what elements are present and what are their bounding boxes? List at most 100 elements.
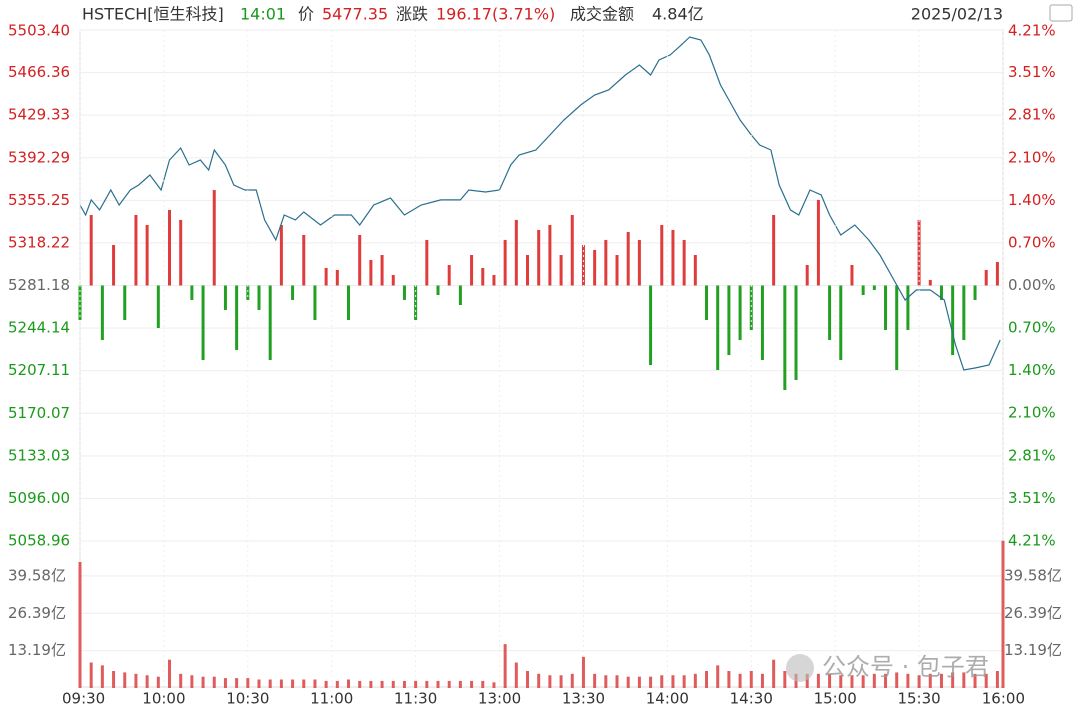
volume-bar <box>727 671 731 688</box>
change-label: 涨跌 <box>396 5 428 24</box>
volume-bar <box>861 675 865 688</box>
volume-bar <box>884 673 888 688</box>
volume-bar <box>783 671 787 688</box>
deviation-bar <box>939 285 943 300</box>
volume-bar <box>749 671 753 688</box>
volume-bar <box>134 673 138 688</box>
y2-tick-label: 39.58亿 <box>1004 566 1062 584</box>
deviation-bar <box>414 285 418 320</box>
deviation-bar <box>145 224 149 286</box>
deviation-bar <box>89 214 93 286</box>
volume-bar <box>212 676 216 688</box>
deviation-bar <box>470 255 474 286</box>
volume-bar <box>604 675 608 688</box>
y2-tick-label: 2.81% <box>1008 105 1056 123</box>
x-tick-label: 10:00 <box>142 690 185 708</box>
deviation-bar <box>559 255 563 286</box>
deviation-bar <box>593 249 597 286</box>
volume-bar <box>906 673 910 688</box>
y-tick-label: 5355.25 <box>8 191 70 209</box>
volume-bar <box>503 644 507 688</box>
volume-bar <box>917 675 921 688</box>
deviation-bar <box>302 235 306 286</box>
volume-bar <box>637 676 641 688</box>
deviation-bar <box>223 285 227 310</box>
deviation-bar <box>380 255 384 286</box>
volume-bar <box>268 679 272 688</box>
deviation-bar <box>257 285 261 310</box>
volume-bar <box>492 682 496 688</box>
deviation-bar <box>291 285 295 300</box>
deviation-bar <box>548 224 552 286</box>
deviation-bar <box>693 255 697 286</box>
volume-bar <box>693 673 697 688</box>
volume-bar <box>760 673 764 688</box>
turnover: 4.84亿 <box>652 5 704 24</box>
deviation-bar <box>760 285 764 360</box>
price-label: 价 <box>298 5 314 24</box>
y-tick-label: 39.58亿 <box>8 566 66 584</box>
volume-bar <box>514 662 518 688</box>
deviation-bar <box>626 232 630 286</box>
volume-bar <box>201 676 205 688</box>
y-tick-label: 5392.29 <box>8 148 70 166</box>
volume-bar <box>447 680 451 688</box>
y-tick-label: 5503.40 <box>8 22 70 40</box>
volume-bar <box>593 673 597 688</box>
volume-bar <box>369 680 373 688</box>
deviation-bar <box>928 279 932 286</box>
deviation-bar <box>313 285 317 320</box>
volume-bar <box>559 675 563 688</box>
volume-bar <box>100 665 104 688</box>
deviation-bar <box>279 224 283 286</box>
volume-bar <box>302 679 306 688</box>
deviation-bar <box>783 285 787 390</box>
volume-bar <box>850 675 854 688</box>
y2-tick-label: 13.19亿 <box>1004 641 1062 659</box>
y-tick-label: 5207.11 <box>8 361 70 379</box>
volume-bar <box>324 680 328 688</box>
x-tick-label: 09:30 <box>62 690 105 708</box>
volume-bar <box>179 673 183 688</box>
deviation-bar <box>246 285 250 300</box>
y2-tick-label: 4.21% <box>1008 532 1056 550</box>
y-tick-label: 5318.22 <box>8 233 70 251</box>
plot-frame <box>79 29 1004 688</box>
deviation-bar <box>112 245 116 286</box>
volume-bar <box>89 662 93 688</box>
x-tick-label: 15:00 <box>814 690 857 708</box>
deviation-bar <box>705 285 709 320</box>
volume-bar <box>358 680 362 688</box>
y2-tick-label: 1.40% <box>1008 191 1056 209</box>
volume-bar <box>615 675 619 688</box>
volume-bar <box>78 561 82 688</box>
volume-bar <box>425 680 429 688</box>
volume-bar <box>816 673 820 688</box>
y-tick-label: 5429.33 <box>8 106 70 124</box>
deviation-bar <box>995 262 999 286</box>
deviation-bar <box>962 285 966 340</box>
deviation-bar <box>268 285 272 360</box>
y2-tick-label: 4.21% <box>1008 22 1056 40</box>
deviation-bar <box>212 190 216 286</box>
price-line <box>79 36 1001 371</box>
volume-bar <box>671 675 675 688</box>
volume-bar <box>458 680 462 688</box>
volume-bar <box>939 673 943 688</box>
y2-tick-label: 26.39亿 <box>1004 604 1062 622</box>
deviation-bar <box>425 239 429 286</box>
deviation-bar <box>201 285 205 360</box>
deviation-bar <box>615 255 619 286</box>
volume-bar <box>436 680 440 688</box>
y2-tick-label: 0.70% <box>1008 234 1056 252</box>
deviation-bar <box>503 239 507 286</box>
deviation-bar <box>828 285 832 340</box>
x-tick-label: 13:00 <box>478 690 521 708</box>
deviation-bar <box>324 268 328 286</box>
volume-bar <box>257 679 261 688</box>
deviation-bar <box>850 265 854 286</box>
volume-bar <box>772 659 776 688</box>
deviation-bar <box>190 285 194 300</box>
deviation-bar <box>436 285 440 296</box>
x-tick-label: 14:00 <box>646 690 689 708</box>
